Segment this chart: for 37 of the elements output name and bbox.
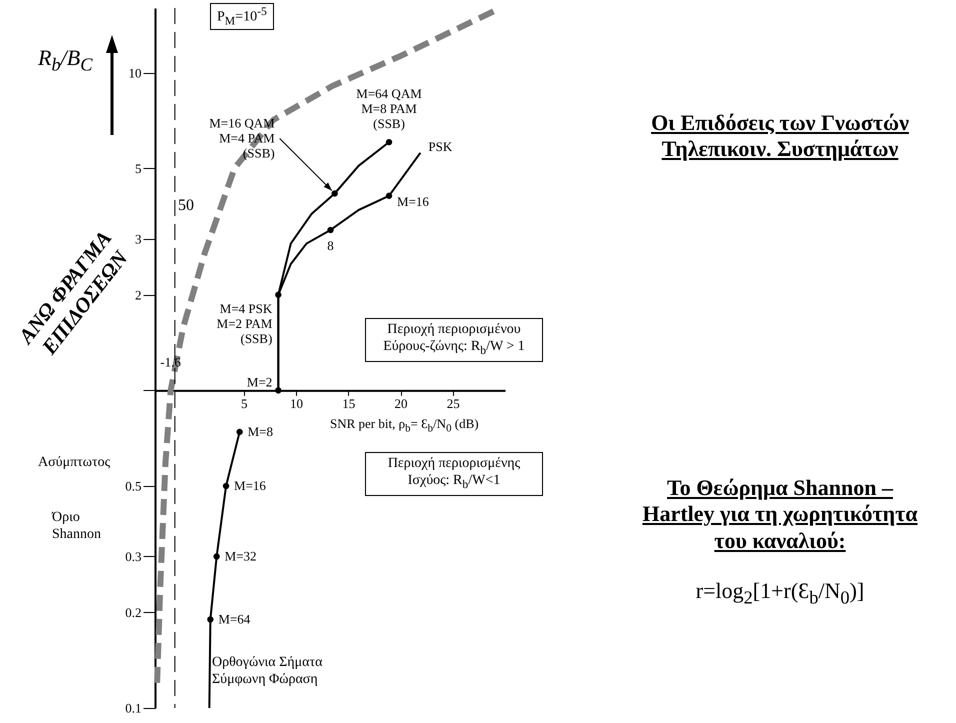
annotation: M=32 (224, 548, 257, 564)
y-tick-label: 0.3 (125, 548, 142, 564)
y-tick-label: 3 (135, 231, 142, 246)
annotation: M=16 (234, 478, 266, 494)
annotation: 8 (327, 238, 334, 253)
x-axis-title: SNR per bit, ρ$_{b}$= Ɛ$_{b}$/N$_{0}$ (dB) (330, 416, 479, 436)
ref-line-label: -1.6 (160, 354, 182, 370)
text: Όριο Shannon (52, 510, 102, 544)
annotation: M=64 (218, 611, 251, 626)
y-axis-title: R$_{b}$/B$_{C}$ (38, 45, 92, 76)
x-tick-label: 15 (342, 396, 356, 411)
annotation: PSK (428, 138, 453, 154)
y-tick-label: 0.1 (125, 700, 142, 716)
x-tick-label: 25 (446, 396, 460, 411)
annotation: Ορθογώνια Σήματα Σύμφωνη Φώραση (212, 655, 324, 689)
annotation: M=8 (248, 424, 274, 439)
text: Το Θεώρημα Shannon –Hartley για τη χωρητικότητα του καναλιού: (641, 475, 919, 554)
x-tick-label: 20 (394, 396, 408, 411)
y-tick-label: 10 (128, 65, 142, 80)
y-tick-label: 0.5 (125, 478, 142, 494)
y-tick-label: 2 (135, 287, 142, 302)
annotation: M=16 QAM M=4 PAM (SSB) (209, 115, 276, 160)
y-tick-label: 5 (135, 160, 142, 176)
x-tick-label: 10 (290, 396, 304, 411)
annotation: Περιοχή περιορισμένου Εύρους-ζώνης: R$_{b}$/W > 1 (365, 318, 543, 362)
annotation: M=64 QAM M=8 PAM (SSB) (356, 86, 422, 132)
text: Οι Επιδόσεις των Γνωστών Τηλεπικοιν. Συστημάτων (650, 110, 910, 163)
annotation: M=16 (397, 194, 430, 209)
annotation: 50 (178, 196, 194, 216)
annotation: Περιοχή περιορισμένης Ισχύος: R$_{b}$/W<1 (365, 452, 543, 496)
text: Ασύμπτωτος (38, 455, 110, 472)
annotation: M=4 PSK M=2 PAM (SSB) (216, 300, 273, 346)
text: r=log$_{2}$[1+r(Ɛ$_{b}$/N$_{0}$)] (694, 578, 866, 610)
y-tick-label: 0.2 (125, 604, 142, 620)
x-tick-label: 5 (241, 396, 248, 411)
annotation: P$_{M}$=10$^{-5}$ (210, 3, 274, 30)
annotation: M=2 (246, 374, 272, 390)
